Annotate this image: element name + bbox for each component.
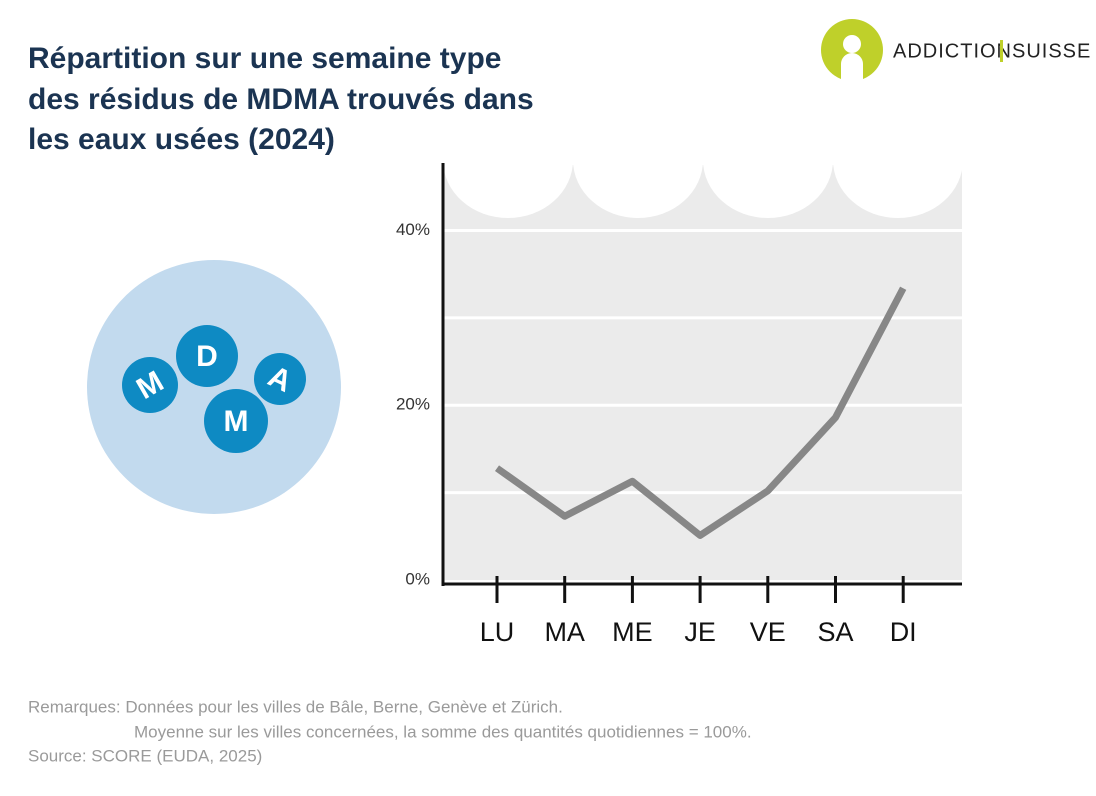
y-tick-label: 20%	[396, 395, 430, 414]
y-tick-label: 40%	[396, 220, 430, 239]
chart-title: les eaux usées (2024)	[28, 123, 335, 156]
logo-text: ADDICTION	[893, 40, 1012, 62]
chart-title: Répartition sur une semaine type	[28, 42, 501, 75]
letter: D	[196, 340, 218, 373]
x-tick-label: ME	[612, 617, 653, 647]
x-tick-label: DI	[890, 617, 917, 647]
note: Remarques: Données pour les villes de Bâ…	[28, 697, 563, 716]
logo: ADDICTION SUISSE	[821, 19, 1091, 81]
note: Moyenne sur les villes concernées, la so…	[134, 722, 752, 741]
illustration: M D A M	[87, 260, 341, 514]
chart-title: des résidus de MDMA trouvés dans	[28, 83, 534, 116]
x-tick-label: SA	[817, 617, 853, 647]
x-tick-label: LU	[480, 617, 515, 647]
letter: M	[224, 405, 249, 438]
x-tick-label: JE	[684, 617, 716, 647]
x-tick-label: VE	[750, 617, 786, 647]
scallops	[443, 102, 963, 218]
x-tick-label: MA	[544, 617, 585, 647]
plot-area	[443, 165, 962, 580]
y-tick-label: 0%	[405, 569, 430, 588]
note: Source: SCORE (EUDA, 2025)	[28, 746, 262, 765]
logo-text: SUISSE	[1012, 40, 1091, 62]
data-line	[494, 286, 907, 539]
